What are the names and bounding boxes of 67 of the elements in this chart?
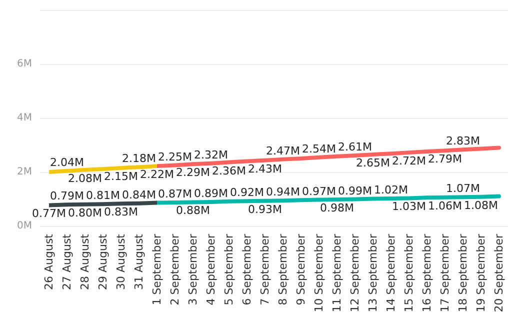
x-tick-label: 19 September xyxy=(474,234,488,312)
x-tick-label: 12 September xyxy=(348,234,362,312)
x-tick-label: 28 August xyxy=(78,233,92,290)
data-label: 2.29M xyxy=(176,166,210,180)
data-label: 0.89M xyxy=(194,186,228,200)
data-label: 1.08M xyxy=(464,198,498,212)
data-label: 2.08M xyxy=(68,172,102,185)
data-label: 2.36M xyxy=(212,164,246,178)
x-tick-label: 2 September xyxy=(168,234,182,306)
x-tick-label: 4 September xyxy=(204,234,218,306)
data-label: 0.93M xyxy=(248,202,282,216)
x-tick-label: 18 September xyxy=(456,234,470,312)
data-label: 0.79M xyxy=(50,190,84,203)
data-label: 1.07M xyxy=(446,182,480,196)
data-label: 2.18M xyxy=(122,152,156,166)
x-tick-label: 6 September xyxy=(240,234,254,306)
x-tick-label: 10 September xyxy=(312,234,326,312)
x-tick-label: 3 September xyxy=(186,234,200,306)
data-label: 0.80M xyxy=(68,206,102,220)
x-tick-label: 5 September xyxy=(222,234,236,306)
data-label: 0.87M xyxy=(158,188,192,201)
x-tick-label: 31 August xyxy=(132,233,146,290)
data-label: 0.94M xyxy=(266,186,300,199)
data-label: 1.02M xyxy=(374,183,408,196)
y-tick-label: 2M xyxy=(17,166,32,178)
data-label: 2.15M xyxy=(104,170,138,183)
data-label: 1.06M xyxy=(428,199,462,212)
x-tick-label: 26 August xyxy=(42,233,56,290)
data-label: 2.25M xyxy=(158,150,192,164)
data-label: 2.04M xyxy=(50,156,84,169)
y-tick-label: 6M xyxy=(17,58,32,70)
data-label: 2.83M xyxy=(446,134,480,148)
data-label: 0.77M xyxy=(32,207,66,220)
x-tick-label: 16 September xyxy=(420,234,434,312)
data-label: 0.81M xyxy=(86,189,120,202)
x-tick-label: 17 September xyxy=(438,234,452,312)
x-tick-label: 30 August xyxy=(114,233,128,290)
x-tick-label: 27 August xyxy=(60,233,74,290)
x-tick-label: 29 August xyxy=(96,233,110,290)
data-label: 2.72M xyxy=(392,154,426,168)
data-label: 1.03M xyxy=(392,200,426,214)
x-tick-label: 8 September xyxy=(276,234,290,306)
data-label: 2.54M xyxy=(302,142,336,156)
x-tick-label: 11 September xyxy=(330,234,344,312)
data-label: 0.84M xyxy=(122,188,156,202)
y-tick-label: 4M xyxy=(17,112,32,124)
data-label: 0.99M xyxy=(338,184,372,198)
data-label: 2.47M xyxy=(266,144,300,158)
x-tick-label: 14 September xyxy=(384,234,398,312)
data-label: 2.61M xyxy=(338,140,372,154)
x-tick-label: 1 September xyxy=(150,234,164,306)
y-tick-label: 0M xyxy=(17,220,32,232)
data-label: 0.92M xyxy=(230,186,264,200)
x-tick-label: 15 September xyxy=(402,234,416,312)
data-label: 2.65M xyxy=(356,156,390,170)
data-label: 2.32M xyxy=(194,148,228,162)
data-label: 2.43M xyxy=(248,162,282,176)
data-label: 0.83M xyxy=(104,206,138,219)
data-label: 2.79M xyxy=(428,152,462,166)
data-label: 0.97M xyxy=(302,184,336,198)
x-tick-label: 20 September xyxy=(492,234,506,312)
data-label: 0.88M xyxy=(176,204,210,218)
x-tick-label: 7 September xyxy=(258,234,272,306)
data-label: 2.22M xyxy=(140,168,174,182)
x-tick-label: 9 September xyxy=(294,234,308,306)
x-tick-label: 13 September xyxy=(366,234,380,312)
data-label: 0.98M xyxy=(320,202,354,215)
